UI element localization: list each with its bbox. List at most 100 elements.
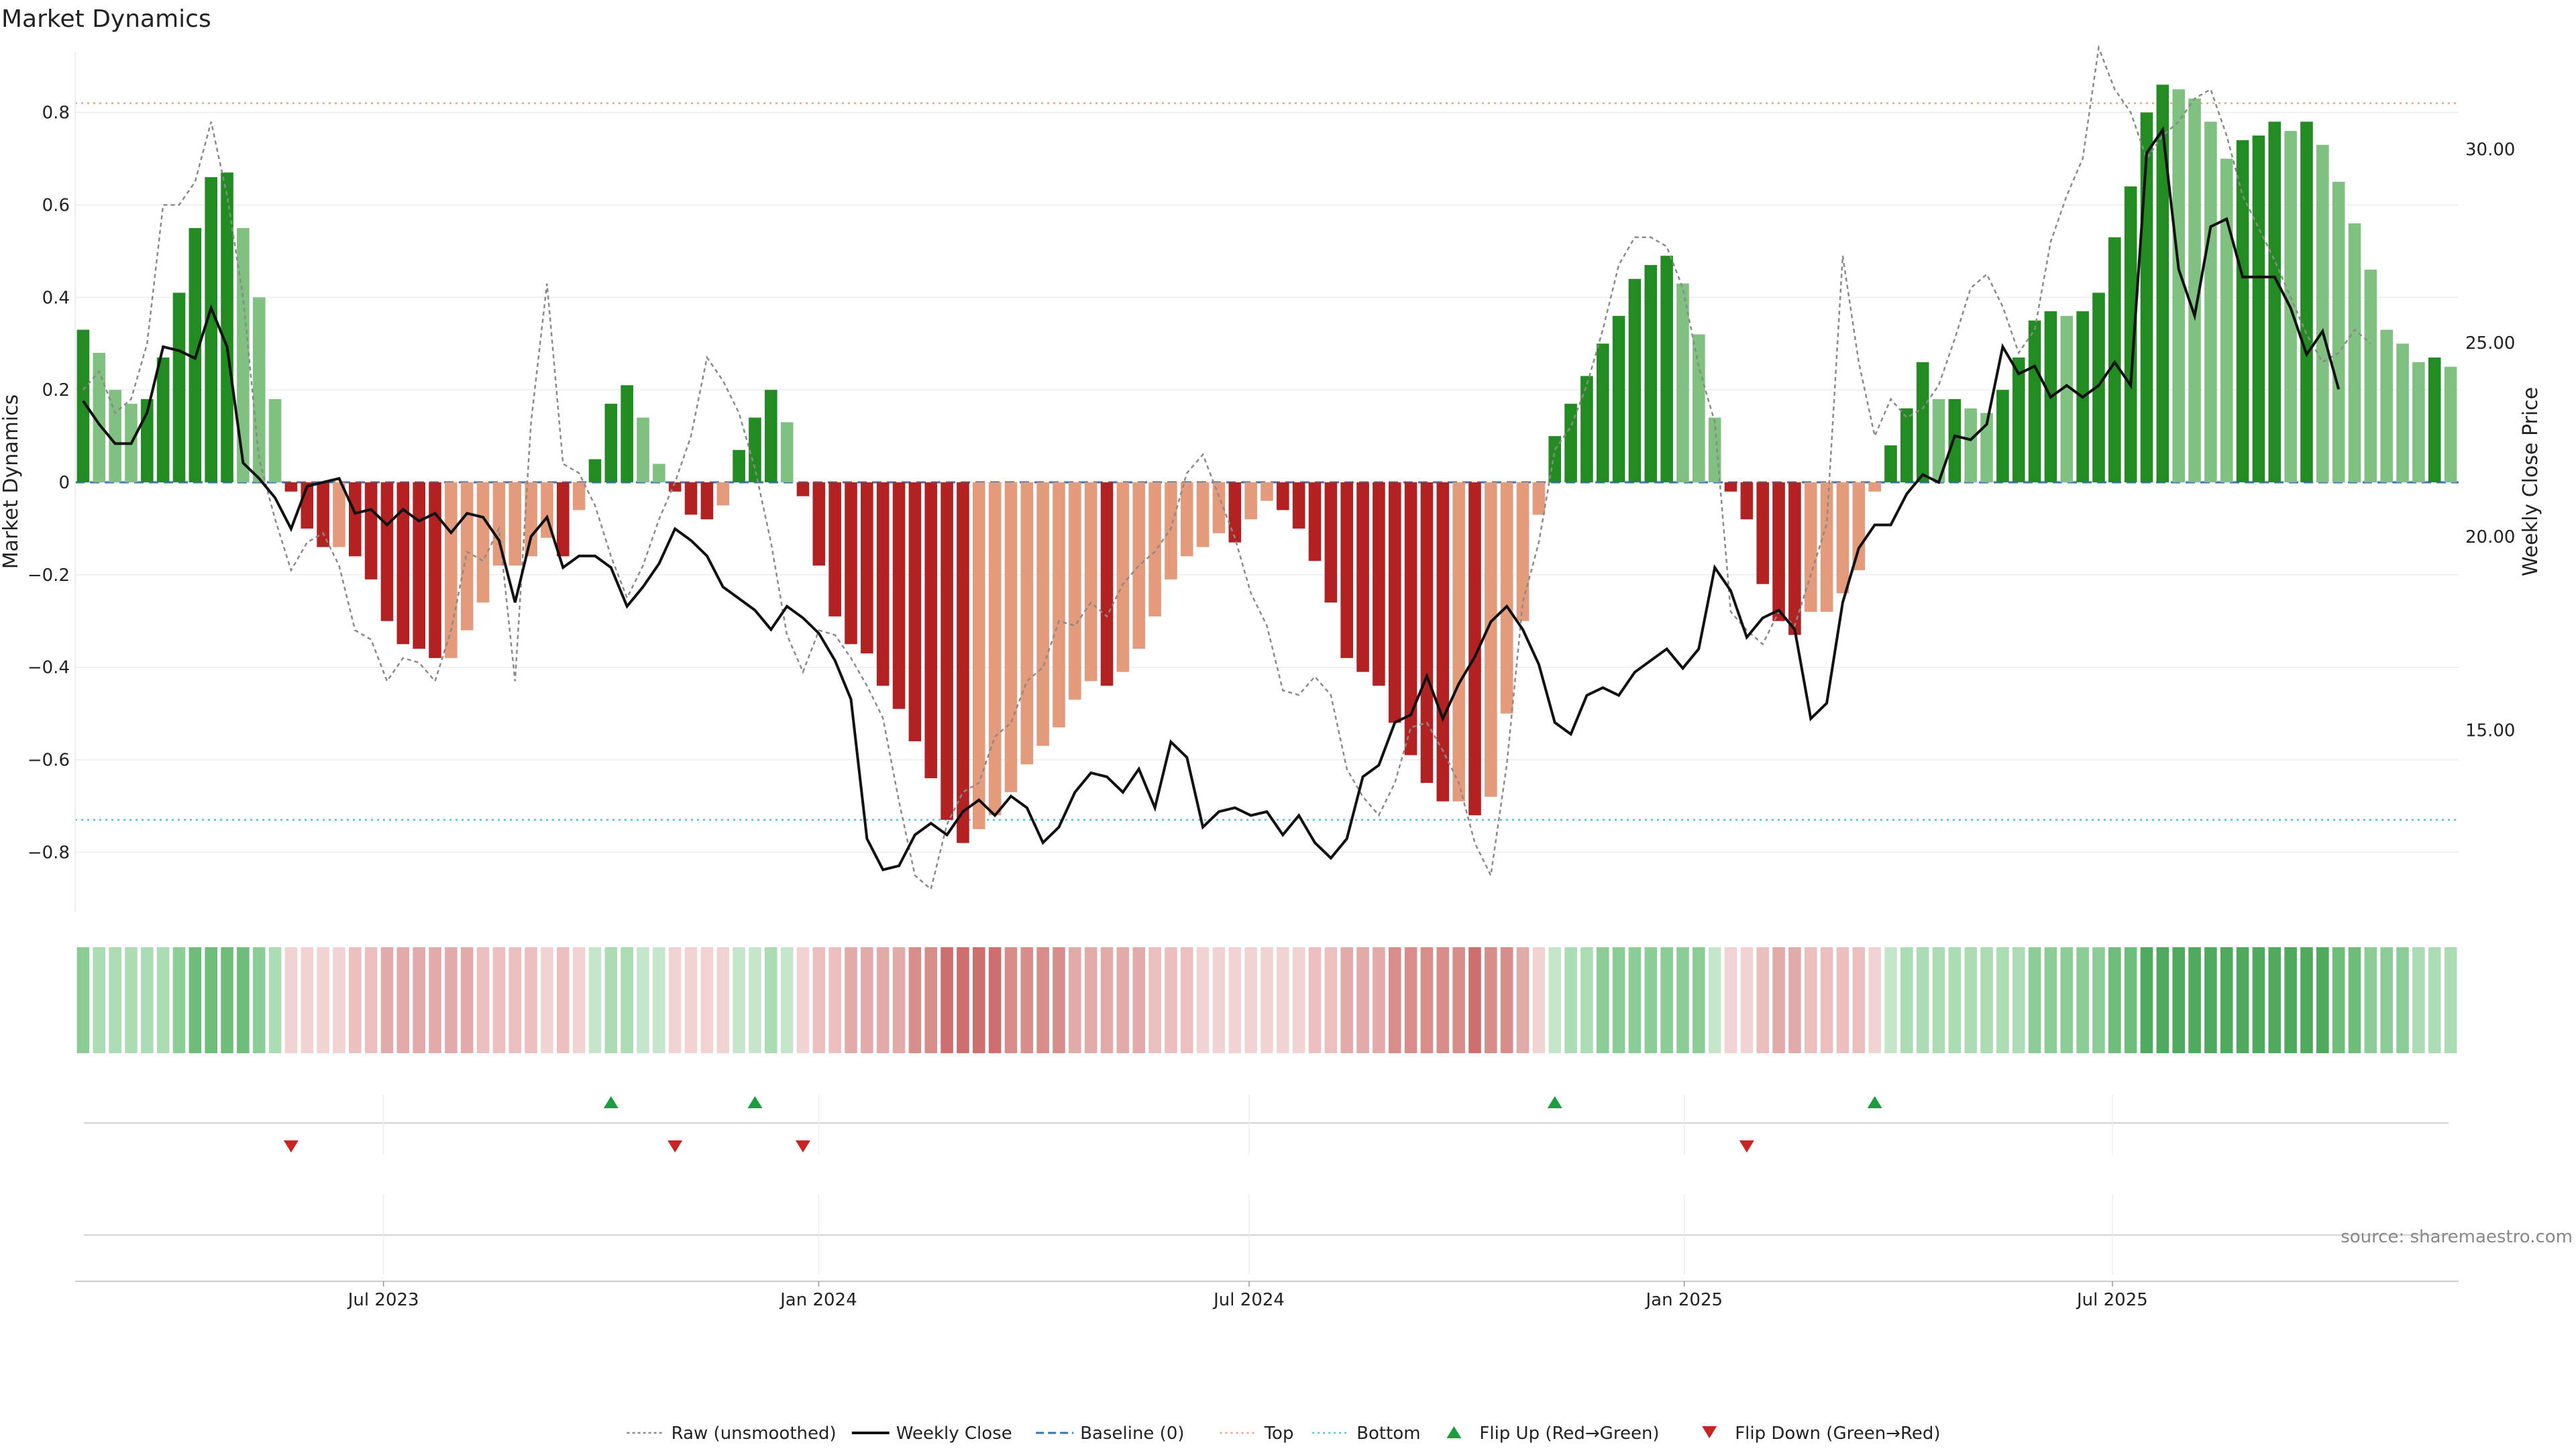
heat-cell bbox=[1772, 947, 1785, 1053]
momentum-bar bbox=[317, 482, 329, 547]
heat-cell bbox=[1852, 947, 1866, 1053]
momentum-bar bbox=[2108, 237, 2121, 482]
flip-up-marker bbox=[603, 1096, 619, 1108]
heat-cell bbox=[2092, 947, 2105, 1053]
momentum-bar bbox=[1340, 482, 1354, 658]
legend-label: Flip Up (Red→Green) bbox=[1479, 1424, 1659, 1444]
heat-cell bbox=[845, 947, 857, 1053]
heat-cell bbox=[1100, 947, 1114, 1053]
heat-cell bbox=[957, 947, 969, 1053]
weekly-close-line bbox=[82, 125, 2341, 871]
heat-cell bbox=[653, 947, 665, 1053]
heat-cell bbox=[637, 947, 649, 1053]
heat-cell bbox=[1724, 947, 1737, 1053]
y2-axis-label: Weekly Close Price bbox=[2519, 387, 2542, 576]
momentum-bar bbox=[221, 172, 233, 482]
heat-cell bbox=[2044, 947, 2057, 1053]
momentum-bar bbox=[637, 417, 649, 482]
heat-cell bbox=[1948, 947, 1962, 1053]
legend-swatch bbox=[1702, 1426, 1717, 1438]
momentum-bar bbox=[2428, 357, 2441, 482]
heat-cell bbox=[76, 947, 90, 1053]
heat-cell bbox=[2156, 947, 2169, 1053]
momentum-bar bbox=[2316, 144, 2329, 482]
momentum-bar bbox=[2236, 140, 2249, 483]
momentum-bar bbox=[93, 353, 106, 482]
heat-cell bbox=[1964, 947, 1978, 1053]
heat-cell bbox=[1804, 947, 1817, 1053]
momentum-bar bbox=[828, 482, 841, 616]
lower-grid bbox=[382, 1194, 2113, 1275]
heat-cell bbox=[972, 947, 985, 1053]
heat-cell bbox=[2012, 947, 2025, 1053]
momentum-bar bbox=[1116, 482, 1130, 672]
heat-cell bbox=[924, 947, 938, 1053]
y2-tick-label: 15.00 bbox=[2465, 721, 2515, 741]
heat-cell bbox=[1708, 947, 1721, 1053]
heat-cell bbox=[1452, 947, 1465, 1053]
heat-cell bbox=[2028, 947, 2041, 1053]
momentum-bar bbox=[476, 482, 490, 603]
heat-cell bbox=[205, 947, 217, 1053]
momentum-bar bbox=[1580, 376, 1593, 482]
momentum-bar bbox=[1165, 482, 1177, 580]
momentum-bar bbox=[2396, 343, 2409, 482]
heat-cell bbox=[876, 947, 890, 1053]
heat-cell bbox=[445, 947, 458, 1053]
heat-cell bbox=[1260, 947, 1273, 1053]
momentum-bar bbox=[812, 482, 826, 566]
momentum-bar bbox=[2332, 181, 2345, 482]
momentum-bar bbox=[1084, 482, 1097, 682]
y-axis-label: Market Dynamics bbox=[0, 394, 23, 570]
momentum-bar bbox=[268, 398, 282, 482]
heat-cell bbox=[1628, 947, 1642, 1053]
momentum-bar bbox=[1852, 482, 1866, 570]
heat-cell bbox=[892, 947, 906, 1053]
momentum-bar bbox=[972, 482, 985, 829]
heat-strip bbox=[76, 947, 2457, 1053]
heat-cell bbox=[109, 947, 121, 1053]
momentum-bar bbox=[2412, 362, 2425, 482]
momentum-bar bbox=[1612, 315, 1625, 482]
chart-title: Market Dynamics bbox=[1, 5, 211, 33]
momentum-bar bbox=[1868, 482, 1881, 492]
flip-down-marker bbox=[667, 1140, 683, 1152]
heat-cell bbox=[2348, 947, 2361, 1053]
momentum-bar bbox=[1500, 482, 1513, 714]
momentum-bar bbox=[2252, 136, 2265, 482]
heat-cell bbox=[1053, 947, 1065, 1053]
momentum-bar bbox=[1053, 482, 1065, 728]
heat-cell bbox=[1212, 947, 1226, 1053]
heat-cell bbox=[1516, 947, 1529, 1053]
momentum-bar bbox=[1212, 482, 1226, 533]
momentum-bar bbox=[861, 482, 873, 654]
heat-cell bbox=[2396, 947, 2409, 1053]
flip-up-marker bbox=[1867, 1096, 1882, 1108]
heat-cell bbox=[2076, 947, 2089, 1053]
heat-cell bbox=[2284, 947, 2297, 1053]
heat-cell bbox=[1004, 947, 1018, 1053]
momentum-bar bbox=[1180, 482, 1193, 557]
flip-up-marker bbox=[1547, 1096, 1562, 1108]
momentum-bar bbox=[2124, 186, 2137, 482]
heat-cell bbox=[796, 947, 810, 1053]
momentum-bar bbox=[924, 482, 938, 779]
heat-cell bbox=[2412, 947, 2425, 1053]
momentum-bar bbox=[1277, 482, 1289, 511]
heat-cell bbox=[1485, 947, 1497, 1053]
momentum-bar bbox=[1436, 482, 1450, 802]
heat-cell bbox=[1436, 947, 1450, 1053]
momentum-bar bbox=[1308, 482, 1322, 561]
momentum-bar bbox=[1228, 482, 1242, 543]
heat-cell bbox=[237, 947, 250, 1053]
heat-cell bbox=[861, 947, 873, 1053]
flip-down-marker bbox=[283, 1140, 299, 1152]
momentum-bar bbox=[1724, 482, 1737, 492]
momentum-bar bbox=[988, 482, 1002, 816]
momentum-bar bbox=[1036, 482, 1049, 746]
momentum-bar bbox=[1980, 413, 1993, 482]
legend-label: Raw (unsmoothed) bbox=[672, 1424, 837, 1444]
left-axis-ticks: 0.8 0.6 0.4 0.2 0 −0.2 −0.4 −0.6 −0.8 bbox=[28, 103, 70, 863]
heat-cell bbox=[2332, 947, 2345, 1053]
heat-cell bbox=[1788, 947, 1801, 1053]
